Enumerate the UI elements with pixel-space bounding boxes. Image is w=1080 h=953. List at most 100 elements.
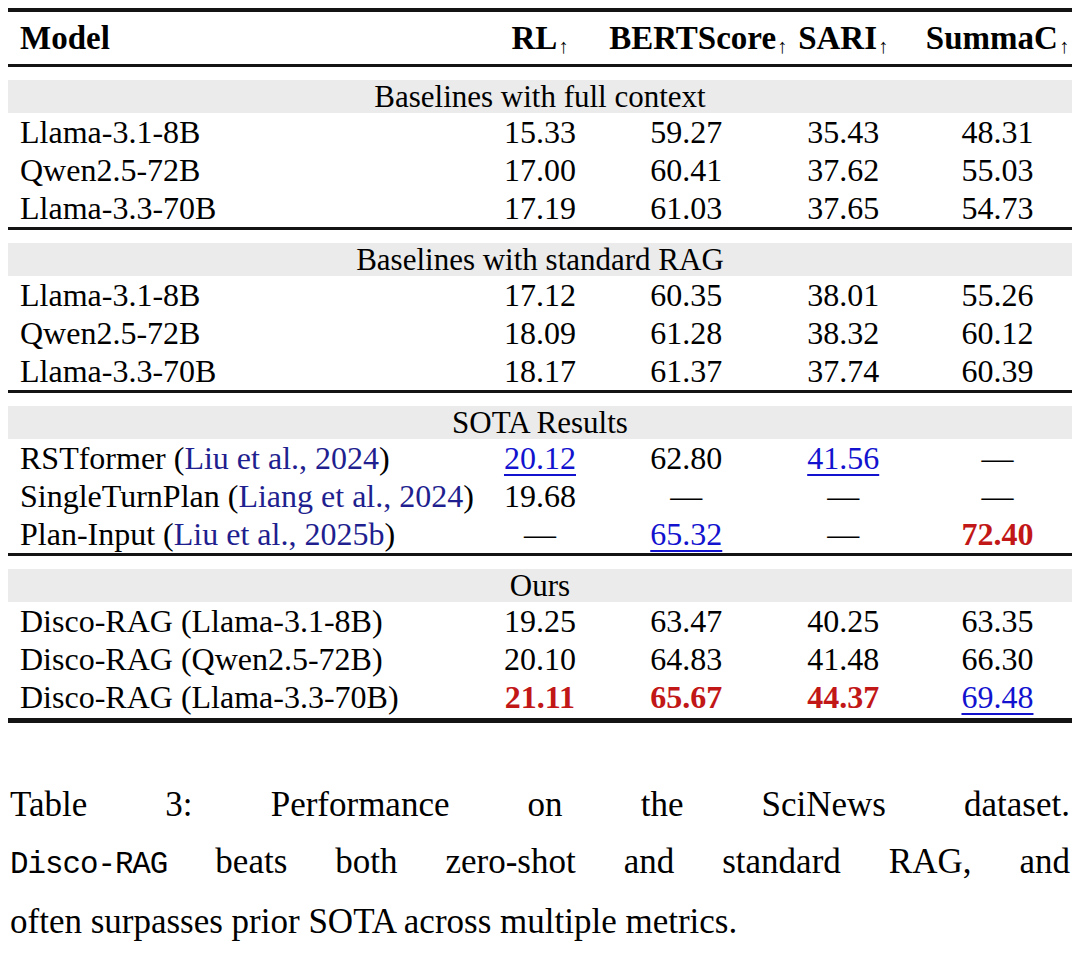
metric-value: 66.30 xyxy=(923,641,1072,678)
table-bottom-rule xyxy=(8,718,1072,723)
metric-value: 18.17 xyxy=(471,353,609,390)
table-row: Qwen2.5-72B 18.09 61.28 38.32 60.12 xyxy=(8,314,1072,352)
metric-value: 62.80 xyxy=(609,440,763,477)
section-band-ours: Ours xyxy=(8,569,1072,602)
column-header-sari: SARI↑ xyxy=(763,20,923,57)
metric-value: 38.32 xyxy=(763,315,923,352)
model-name: Disco-RAG (Llama-3.1-8B) xyxy=(8,603,471,640)
metric-value-second-best[interactable]: 65.32 xyxy=(609,516,763,553)
metric-value: 17.00 xyxy=(471,152,609,189)
table-row: Qwen2.5-72B 17.00 60.41 37.62 55.03 xyxy=(8,151,1072,189)
citation-link[interactable]: Liang et al., 2024 xyxy=(238,478,463,514)
caption-line: Table 3: Performance on the SciNews data… xyxy=(10,776,1070,833)
results-table: Model RL↑ BERTScore↑ SARI↑ SummaC↑ Basel… xyxy=(8,8,1072,723)
metric-value: 17.12 xyxy=(471,277,609,314)
column-header-label: SARI xyxy=(798,20,877,56)
metric-value: 20.10 xyxy=(471,641,609,678)
column-header-rl: RL↑ xyxy=(471,20,609,57)
model-name: Disco-RAG (Llama-3.3-70B) xyxy=(8,679,471,716)
paper-figure: Model RL↑ BERTScore↑ SARI↑ SummaC↑ Basel… xyxy=(0,8,1080,953)
up-arrow-icon: ↑ xyxy=(878,35,888,57)
metric-value-best: 21.11 xyxy=(471,679,609,716)
section-band-standard-rag: Baselines with standard RAG xyxy=(8,243,1072,276)
metric-value: 37.65 xyxy=(763,190,923,227)
metric-value: 17.19 xyxy=(471,190,609,227)
up-arrow-icon: ↑ xyxy=(1059,35,1069,57)
metric-value: 64.83 xyxy=(609,641,763,678)
caption-text: Performance on the SciNews dataset. xyxy=(271,785,1070,824)
metric-value-best: 65.67 xyxy=(609,679,763,716)
table-caption: Table 3: Performance on the SciNews data… xyxy=(10,776,1070,950)
metric-value-second-best[interactable]: 20.12 xyxy=(471,440,609,477)
column-header-bertscore: BERTScore↑ xyxy=(609,20,763,57)
metric-value-missing: — xyxy=(923,440,1072,477)
model-name: Plan-Input (Liu et al., 2025b) xyxy=(8,516,471,553)
metric-value-best: 44.37 xyxy=(763,679,923,716)
caption-line: often surpasses prior SOTA across multip… xyxy=(10,893,1070,950)
citation-link[interactable]: Liu et al., 2024 xyxy=(184,440,379,476)
table-row: Plan-Input (Liu et al., 2025b) — 65.32 —… xyxy=(8,515,1072,553)
model-name-text: RSTformer ( xyxy=(20,440,184,476)
metric-value-second-best[interactable]: 41.56 xyxy=(763,440,923,477)
table-row: SingleTurnPlan (Liang et al., 2024) 19.6… xyxy=(8,477,1072,515)
table-row: Disco-RAG (Llama-3.3-70B) 21.11 65.67 44… xyxy=(8,678,1072,716)
metric-value-missing: — xyxy=(471,516,609,553)
column-header-summac: SummaC↑ xyxy=(923,20,1072,57)
metric-value: 61.37 xyxy=(609,353,763,390)
table-row: Llama-3.3-70B 17.19 61.03 37.65 54.73 xyxy=(8,189,1072,227)
caption-method-name: Disco-RAG xyxy=(10,847,167,882)
metric-value-missing: — xyxy=(763,516,923,553)
section-band-full-context: Baselines with full context xyxy=(8,80,1072,113)
model-name: SingleTurnPlan (Liang et al., 2024) xyxy=(8,478,471,515)
model-name: Llama-3.1-8B xyxy=(8,277,471,314)
model-name: Llama-3.3-70B xyxy=(8,353,471,390)
metric-value: 38.01 xyxy=(763,277,923,314)
column-header-model: Model xyxy=(8,20,471,57)
caption-line: Disco-RAG beats both zero-shot and stand… xyxy=(10,833,1070,893)
metric-value: 40.25 xyxy=(763,603,923,640)
metric-value: 19.25 xyxy=(471,603,609,640)
column-header-label: BERTScore xyxy=(609,20,776,56)
metric-value-missing: — xyxy=(763,478,923,515)
model-name-text: ) xyxy=(384,516,395,552)
citation-link[interactable]: Liu et al., 2025b xyxy=(174,516,385,552)
metric-value: 15.33 xyxy=(471,114,609,151)
metric-value: 55.26 xyxy=(923,277,1072,314)
metric-value: 63.47 xyxy=(609,603,763,640)
model-name-text: ) xyxy=(379,440,390,476)
model-name: Llama-3.3-70B xyxy=(8,190,471,227)
caption-text: beats both zero-shot and standard RAG, a… xyxy=(215,842,1070,881)
metric-value: 18.09 xyxy=(471,315,609,352)
model-name-text: SingleTurnPlan ( xyxy=(20,478,238,514)
metric-value: 60.35 xyxy=(609,277,763,314)
model-name: Llama-3.1-8B xyxy=(8,114,471,151)
metric-value-second-best[interactable]: 69.48 xyxy=(923,679,1072,716)
model-name-text: Plan-Input ( xyxy=(20,516,174,552)
column-header-label: SummaC xyxy=(926,20,1058,56)
table-row: Disco-RAG (Llama-3.1-8B) 19.25 63.47 40.… xyxy=(8,602,1072,640)
model-name: Qwen2.5-72B xyxy=(8,315,471,352)
metric-value-best: 72.40 xyxy=(923,516,1072,553)
model-name: Disco-RAG (Qwen2.5-72B) xyxy=(8,641,471,678)
model-name: RSTformer (Liu et al., 2024) xyxy=(8,440,471,477)
metric-value: 60.41 xyxy=(609,152,763,189)
table-row: Llama-3.1-8B 15.33 59.27 35.43 48.31 xyxy=(8,113,1072,151)
up-arrow-icon: ↑ xyxy=(777,35,787,57)
metric-value: 61.28 xyxy=(609,315,763,352)
up-arrow-icon: ↑ xyxy=(558,35,568,57)
model-name: Qwen2.5-72B xyxy=(8,152,471,189)
metric-value: 48.31 xyxy=(923,114,1072,151)
table-row: Disco-RAG (Qwen2.5-72B) 20.10 64.83 41.4… xyxy=(8,640,1072,678)
metric-value: 19.68 xyxy=(471,478,609,515)
metric-value: 41.48 xyxy=(763,641,923,678)
metric-value: 61.03 xyxy=(609,190,763,227)
metric-value: 60.39 xyxy=(923,353,1072,390)
caption-label: Table 3: xyxy=(10,785,193,824)
table-row: Llama-3.3-70B 18.17 61.37 37.74 60.39 xyxy=(8,352,1072,390)
metric-value: 60.12 xyxy=(923,315,1072,352)
table-row: Llama-3.1-8B 17.12 60.35 38.01 55.26 xyxy=(8,276,1072,314)
metric-value: 37.62 xyxy=(763,152,923,189)
metric-value: 63.35 xyxy=(923,603,1072,640)
metric-value: 54.73 xyxy=(923,190,1072,227)
metric-value-missing: — xyxy=(923,478,1072,515)
